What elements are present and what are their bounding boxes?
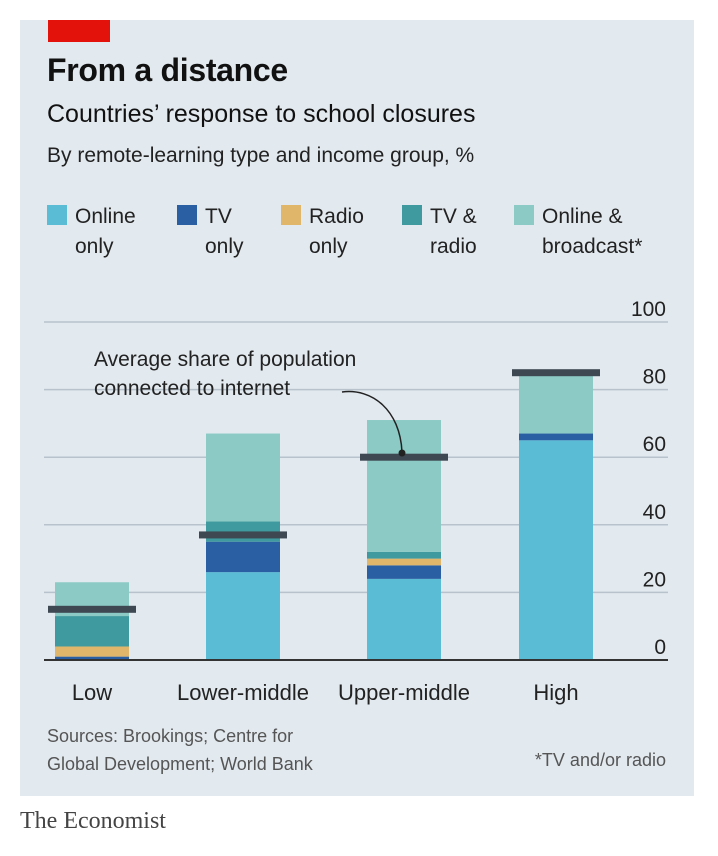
- source-note: Sources: Brookings; Centre for Global De…: [47, 726, 313, 774]
- bar-2-upper-middle: [367, 565, 441, 579]
- y-tick-label-80: 80: [643, 366, 666, 389]
- annotation-leader-line: [341, 390, 403, 453]
- legend-item-tv-and-radio: TV & radio: [402, 202, 477, 262]
- bar-2-high: [519, 433, 593, 441]
- annotation-leader-dot: [398, 449, 406, 457]
- bar-1-high: [519, 440, 593, 660]
- legend-item-online-only: Online only: [47, 202, 136, 262]
- y-tick-label-0: 0: [654, 636, 666, 659]
- annotation-line-1: Average share of population: [94, 348, 356, 371]
- x-tick-label-2: Lower-middle: [177, 680, 309, 705]
- legend-label-tv-and-radio: TV & radio: [430, 205, 477, 258]
- x-tick-label-3: Upper-middle: [338, 680, 470, 705]
- chart-description: By remote-learning type and income group…: [47, 144, 475, 167]
- footnote: *TV and/or radio: [534, 750, 666, 770]
- bar-4-low: [55, 616, 129, 647]
- brand-red-tag: [48, 20, 110, 42]
- legend-swatch-tv-and-radio: [402, 205, 422, 225]
- y-tick-label-20: 20: [643, 568, 666, 591]
- bar-5-lower-middle: [206, 433, 280, 522]
- y-tick-label-60: 60: [643, 433, 666, 456]
- legend-item-tv-only: TV only: [177, 202, 244, 262]
- internet-share-marker-4: [512, 369, 600, 377]
- chart-subtitle: Countries’ response to school closures: [47, 100, 476, 128]
- x-tick-label-4: High: [533, 680, 578, 705]
- bar-5-upper-middle: [367, 420, 441, 552]
- bar-3-low: [55, 646, 129, 657]
- bar-3-upper-middle: [367, 558, 441, 566]
- legend-label-online-only: Online only: [75, 205, 136, 258]
- bar-2-low: [55, 656, 129, 660]
- bar-5-high: [519, 372, 593, 434]
- legend-swatch-tv-only: [177, 205, 197, 225]
- legend-item-online-and-broadcast: Online & broadcast*: [514, 202, 642, 262]
- annotation-internet-share: Average share of population connected to …: [94, 348, 356, 400]
- bar-1-lower-middle: [206, 572, 280, 660]
- legend-swatch-online-and-broadcast: [514, 205, 534, 225]
- y-tick-label-100: 100: [631, 298, 666, 321]
- chart-title: From a distance: [47, 52, 288, 88]
- annotation-line-2: connected to internet: [94, 377, 290, 400]
- economist-logo-text: The Economist: [20, 808, 166, 834]
- bar-1-upper-middle: [367, 578, 441, 660]
- legend-swatch-online-only: [47, 205, 67, 225]
- legend-label-radio-only: Radio only: [309, 205, 364, 258]
- y-tick-label-40: 40: [643, 501, 666, 524]
- internet-share-marker-2: [199, 531, 287, 539]
- internet-share-marker-3: [360, 453, 448, 461]
- legend-label-tv-only: TV only: [205, 205, 244, 258]
- bar-2-lower-middle: [206, 541, 280, 573]
- x-tick-label-1: Low: [72, 680, 112, 705]
- legend-label-online-and-broadcast: Online & broadcast*: [542, 205, 643, 258]
- internet-share-marker-1: [48, 605, 136, 613]
- legend-item-radio-only: Radio only: [281, 202, 364, 262]
- bar-4-upper-middle: [367, 551, 441, 559]
- legend-swatch-radio-only: [281, 205, 301, 225]
